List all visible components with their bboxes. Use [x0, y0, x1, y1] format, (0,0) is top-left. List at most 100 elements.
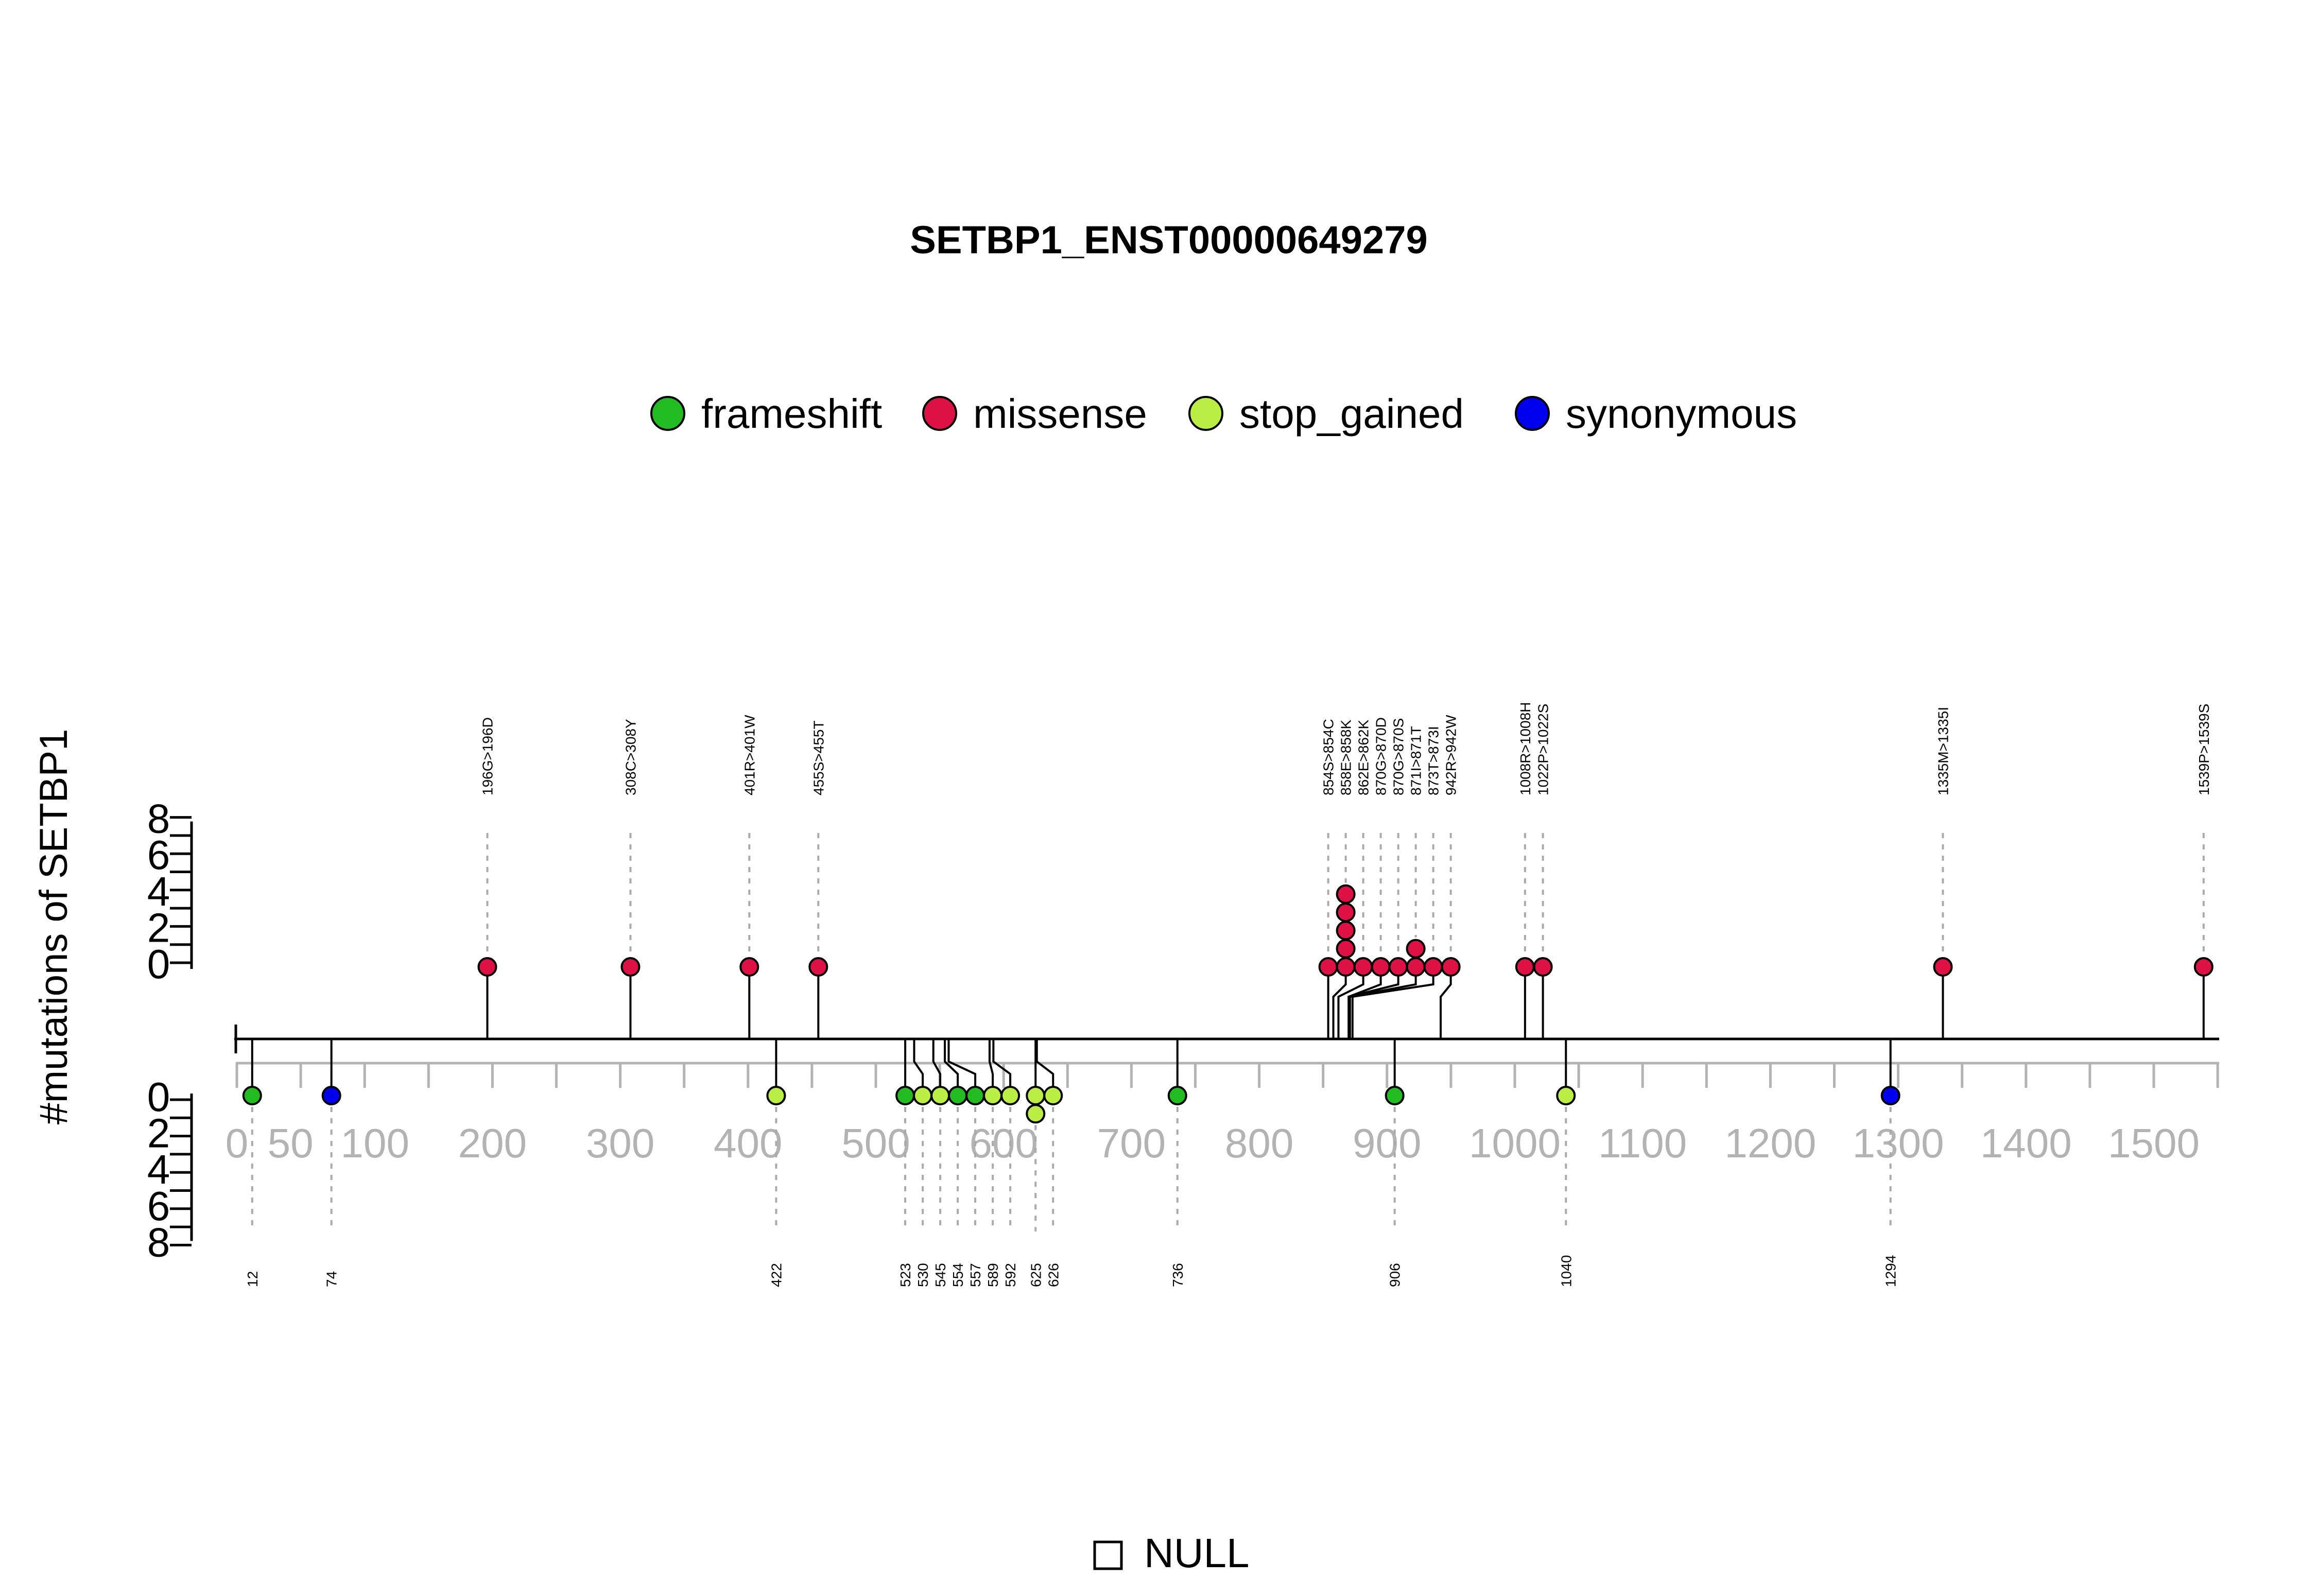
- axes: 0 50 100 200 300 400 500 600 700 800 900 1000 1100 12…: [147, 796, 2219, 1265]
- mutation-point-stop_gained: [766, 1086, 786, 1105]
- mutation-point-missense: [1423, 957, 1443, 977]
- legend: frameshift missense stop_gained synonymous: [650, 391, 1797, 437]
- mutation-point-missense: [1515, 957, 1535, 977]
- mutation-point-missense: [1353, 957, 1373, 977]
- mutation-label-top: 1008R>1008H: [1517, 702, 1533, 795]
- y-tick-label-top: 0: [147, 941, 170, 987]
- y-axis-label: #mutations of SETBP1: [32, 729, 76, 1125]
- mutation-label-top: 1022P>1022S: [1535, 704, 1551, 795]
- legend-label-frameshift: frameshift: [701, 391, 882, 437]
- legend-swatch-stop_gained: [1188, 396, 1223, 431]
- y-tick-label-top: 4: [147, 869, 170, 914]
- stem-top: [1440, 969, 1452, 1039]
- mutation-point-stop_gained: [1026, 1086, 1046, 1105]
- domain-legend-label: NULL: [1144, 1530, 1250, 1576]
- stem-top: [1347, 969, 1399, 1039]
- stems: [251, 833, 2205, 1231]
- mutation-label-top: 870G>870D: [1373, 717, 1389, 795]
- mutation-point-synonymous: [1880, 1086, 1900, 1105]
- mutation-label-bottom: 1294: [1883, 1255, 1899, 1287]
- mutation-label-top: 308C>308Y: [623, 719, 638, 795]
- x-tick-label: 800: [1225, 1120, 1293, 1166]
- mutation-label-bottom: 557: [967, 1263, 983, 1287]
- stem-top: [1332, 969, 1347, 1039]
- mutation-label-bottom: 736: [1170, 1263, 1186, 1287]
- x-tick-label: 1000: [1469, 1120, 1561, 1166]
- mutation-point-missense: [1371, 957, 1391, 977]
- y-tick-label-top: 6: [147, 832, 170, 878]
- mutation-point-missense: [2193, 957, 2214, 977]
- legend-label-missense: missense: [973, 391, 1147, 437]
- mutation-point-stop_gained: [1043, 1086, 1063, 1105]
- stem-bottom: [947, 1039, 977, 1094]
- mutation-point-frameshift: [895, 1086, 915, 1105]
- mutation-point-missense: [739, 957, 759, 977]
- x-tick-label: 1100: [1598, 1120, 1687, 1166]
- y-tick-label-bottom: 4: [147, 1147, 170, 1192]
- mutation-point-missense: [1933, 957, 1953, 977]
- mutation-point-missense: [1336, 939, 1356, 959]
- mutation-label-bottom: 422: [768, 1263, 784, 1287]
- x-tick-label: 600: [969, 1120, 1038, 1166]
- stem-top: [1348, 969, 1417, 1039]
- stem-bottom: [913, 1039, 924, 1094]
- points: [242, 884, 2214, 1124]
- mutation-point-missense: [1336, 884, 1356, 904]
- mutation-point-stop_gained: [913, 1086, 933, 1105]
- mutation-point-missense: [1533, 957, 1553, 977]
- mutation-label-bottom: 523: [897, 1263, 913, 1287]
- mutation-label-bottom: 554: [950, 1263, 966, 1287]
- x-tick-label: 400: [714, 1120, 782, 1166]
- y-tick-label-bottom: 2: [147, 1111, 170, 1156]
- mutation-label-top: 854S>854C: [1321, 719, 1337, 795]
- mutation-point-stop_gained: [1000, 1086, 1021, 1105]
- x-tick-label: 500: [841, 1120, 910, 1166]
- mutation-label-top: 873T>873I: [1426, 726, 1442, 795]
- mutation-point-stop_gained: [1556, 1086, 1576, 1105]
- x-tick-label: 300: [586, 1120, 654, 1166]
- mutation-point-frameshift: [965, 1086, 985, 1105]
- mutation-label-top: 455S>455T: [810, 720, 826, 795]
- mutation-point-missense: [1318, 957, 1338, 977]
- y-tick-label-bottom: 8: [147, 1219, 170, 1265]
- mutation-label-top: 1335M>1335I: [1935, 707, 1951, 795]
- legend-swatch-missense: [922, 396, 957, 431]
- mutation-label-top: 1539P>1539S: [2196, 704, 2212, 795]
- stem-top: [1337, 969, 1364, 1039]
- stem-bottom: [944, 1039, 959, 1094]
- mutation-label-top: 858E>858K: [1338, 720, 1354, 795]
- y-tick-label-bottom: 0: [147, 1074, 170, 1120]
- mutation-label-bottom: 906: [1387, 1263, 1403, 1287]
- domain-legend: NULL: [1093, 1530, 1250, 1576]
- mutation-label-top: 870G>870S: [1391, 718, 1407, 795]
- mutation-point-frameshift: [1385, 1086, 1405, 1105]
- mutation-point-missense: [1441, 957, 1461, 977]
- x-tick-label: 900: [1353, 1120, 1421, 1166]
- mutation-point-frameshift: [242, 1086, 262, 1105]
- mutation-point-missense: [1336, 921, 1356, 941]
- mutation-point-stop_gained: [1026, 1104, 1046, 1124]
- mutation-point-missense: [808, 957, 828, 977]
- mutation-label-top: 942R>942W: [1443, 715, 1459, 795]
- mutation-point-missense: [1336, 957, 1356, 977]
- mutation-label-bottom: 545: [932, 1263, 948, 1287]
- mutation-label-bottom: 625: [1028, 1263, 1044, 1287]
- x-tick-label: 50: [268, 1120, 314, 1166]
- mutation-point-missense: [1406, 957, 1426, 977]
- mutation-label-bottom: 589: [985, 1263, 1001, 1287]
- legend-swatch-synonymous: [1515, 396, 1550, 431]
- mutation-point-stop_gained: [930, 1086, 950, 1105]
- mutation-label-bottom: 12: [245, 1271, 261, 1287]
- legend-swatch-frameshift: [650, 396, 685, 431]
- domain-legend-swatch: [1093, 1540, 1123, 1570]
- mutation-point-missense: [1388, 957, 1408, 977]
- mutation-point-frameshift: [1167, 1086, 1187, 1105]
- mutation-label-top: 862E>862K: [1356, 720, 1372, 795]
- legend-label-synonymous: synonymous: [1566, 391, 1797, 437]
- mutation-label-bottom: 74: [324, 1271, 340, 1287]
- mutation-label-top: 871I>871T: [1408, 726, 1424, 795]
- mutation-point-missense: [1406, 939, 1426, 959]
- x-tick-label: 1300: [1853, 1120, 1944, 1166]
- stem-bottom: [1035, 1039, 1054, 1094]
